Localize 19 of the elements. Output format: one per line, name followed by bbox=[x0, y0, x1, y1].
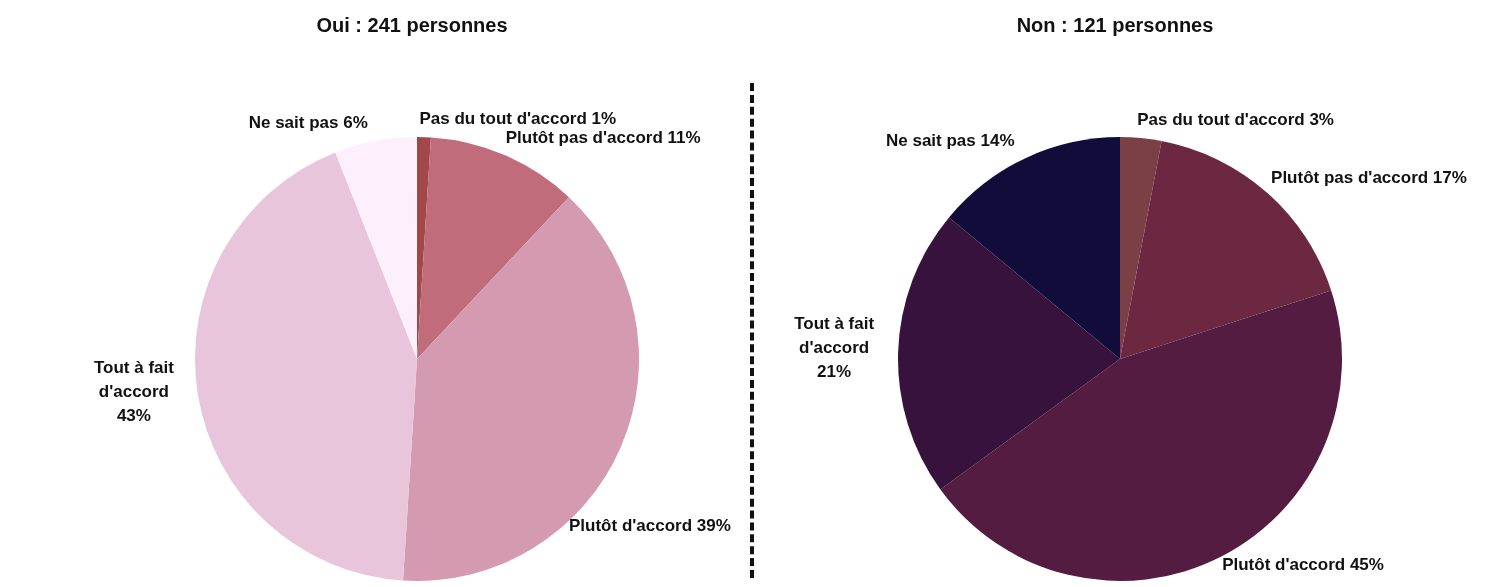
slice-label: Ne sait pas 14% bbox=[886, 131, 1015, 151]
data-label: 21% bbox=[817, 361, 852, 381]
slice-label: Plutôt d'accord 45% bbox=[1222, 555, 1384, 575]
slice-label: Plutôt pas d'accord 17% bbox=[1271, 167, 1467, 187]
chart-title: Non : 121 personnes bbox=[1015, 14, 1215, 37]
slice-label: Pas du tout d'accord 1% bbox=[419, 109, 617, 129]
pie-slice bbox=[195, 152, 417, 581]
slice-label: Plutôt d'accord 39% bbox=[569, 515, 731, 535]
slice-label: Tout à fait d'accord bbox=[93, 357, 175, 401]
pie-slice bbox=[898, 217, 1120, 490]
slice-label: Pas du tout d'accord 3% bbox=[1137, 110, 1334, 130]
pie-slice bbox=[1120, 137, 1162, 359]
slice-label: Ne sait pas 6% bbox=[248, 113, 368, 133]
slice-label: Plutôt pas d'accord 11% bbox=[505, 128, 701, 148]
pie-slice bbox=[335, 137, 417, 359]
pie-slice bbox=[940, 290, 1342, 581]
data-label: 43% bbox=[116, 405, 151, 425]
slice-label: Tout à fait d'accord bbox=[794, 313, 875, 357]
chart-title: Oui : 241 personnes bbox=[315, 14, 509, 37]
